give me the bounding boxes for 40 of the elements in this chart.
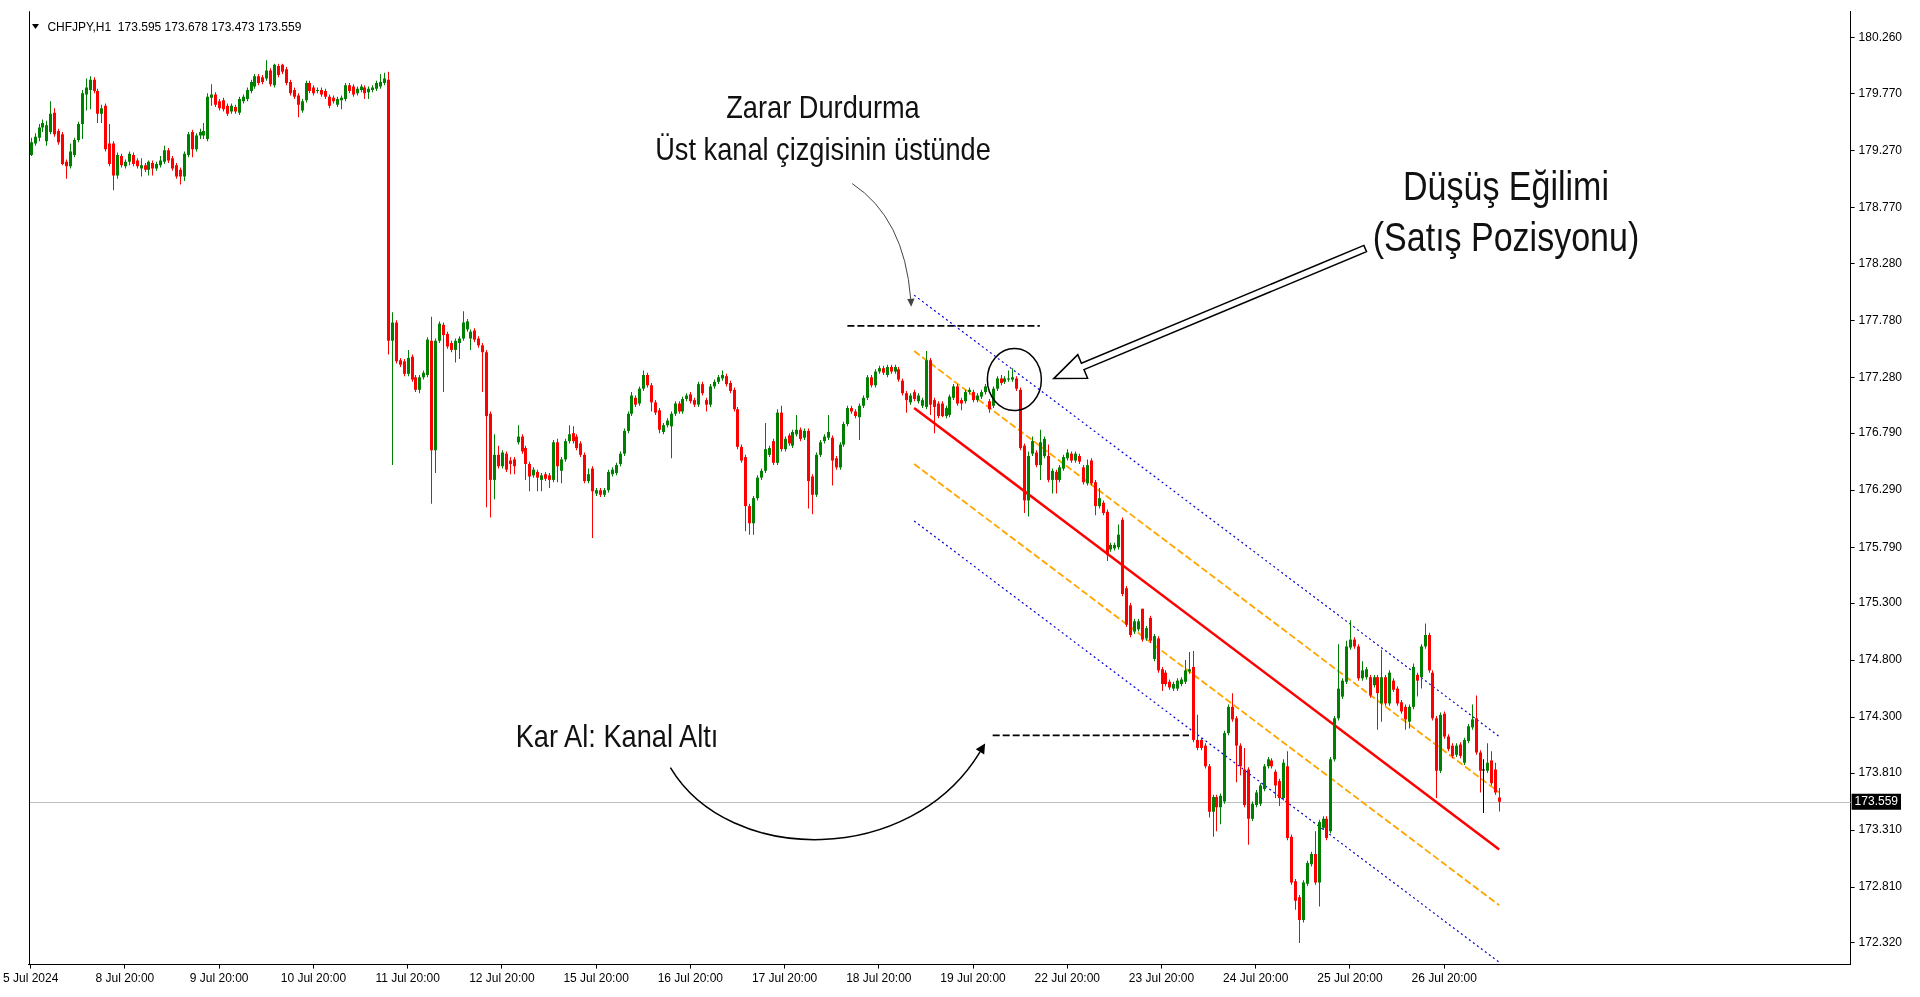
annotation: Kar Al: Kanal Altı bbox=[516, 717, 719, 756]
y-tick-label: 177.780 bbox=[1858, 312, 1903, 327]
x-tick-label: 5 Jul 2024 bbox=[2, 971, 59, 986]
x-tick-label: 17 Jul 20:00 bbox=[751, 971, 818, 986]
y-tick-label: 178.280 bbox=[1858, 255, 1903, 270]
y-tick-label: 177.280 bbox=[1858, 369, 1903, 384]
text: CHFJPY,H1 173.595 173.678 173.473 173.559 bbox=[47, 20, 302, 35]
y-tick-label: 176.790 bbox=[1858, 425, 1903, 440]
annotation: Zarar Durdurma Üst kanal çizgisinin üstünde bbox=[654, 88, 991, 170]
x-tick-label: 18 Jul 20:00 bbox=[846, 971, 912, 986]
y-tick-label: 172.320 bbox=[1858, 935, 1903, 950]
x-tick-label: 15 Jul 20:00 bbox=[563, 971, 630, 986]
candlestick bbox=[1482, 759, 1485, 813]
y-tick-label: 175.300 bbox=[1858, 595, 1903, 610]
x-tick-label: 10 Jul 20:00 bbox=[280, 971, 347, 986]
x-tick-label: 9 Jul 20:00 bbox=[189, 971, 249, 986]
x-tick-label: 25 Jul 20:00 bbox=[1317, 971, 1384, 986]
annotation: Düşüş Eğilimi (Satış Pozisyonu) bbox=[1372, 163, 1639, 262]
x-tick-label: 22 Jul 20:00 bbox=[1034, 971, 1101, 986]
x-tick-label: 11 Jul 20:00 bbox=[375, 971, 441, 986]
x-tick-label: 26 Jul 20:00 bbox=[1411, 971, 1478, 986]
y-tick-label: 173.310 bbox=[1858, 822, 1903, 837]
y-tick-label: 180.260 bbox=[1858, 29, 1903, 44]
y-tick-label: 174.800 bbox=[1858, 652, 1903, 667]
y-tick-label: 176.290 bbox=[1858, 482, 1903, 497]
x-tick-label: 24 Jul 20:00 bbox=[1223, 971, 1289, 986]
candlestick bbox=[1007, 370, 1010, 382]
y-tick-label: 175.790 bbox=[1858, 539, 1903, 554]
x-tick-label: 19 Jul 20:00 bbox=[940, 971, 1007, 986]
y-tick-label: 179.270 bbox=[1858, 142, 1903, 157]
ref-line-label: 173.559 bbox=[1854, 794, 1899, 809]
y-tick-label: 173.810 bbox=[1858, 765, 1903, 780]
x-tick-label: 12 Jul 20:00 bbox=[469, 971, 535, 986]
x-tick-label: 16 Jul 20:00 bbox=[657, 971, 724, 986]
y-tick-label: 179.770 bbox=[1858, 85, 1903, 100]
y-tick-label: 172.810 bbox=[1858, 879, 1903, 894]
x-tick-label: 23 Jul 20:00 bbox=[1128, 971, 1195, 986]
y-tick-label: 174.300 bbox=[1858, 709, 1903, 724]
y-tick-label: 178.770 bbox=[1858, 199, 1903, 214]
x-tick-label: 8 Jul 20:00 bbox=[95, 971, 155, 986]
